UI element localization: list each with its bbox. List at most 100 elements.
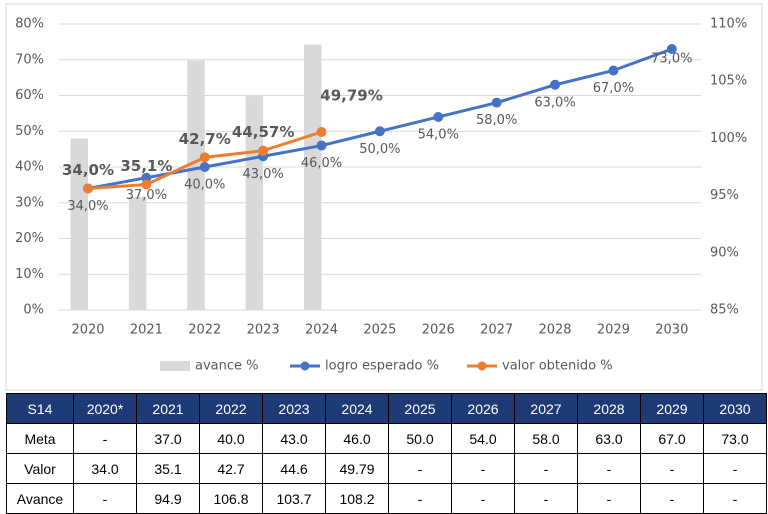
- data-label: 54,0%: [418, 127, 459, 142]
- table-row: Meta -37.0 40.0 43.0 46.0 50.0 54.0 58.0 63.0 67.…: [6, 423, 767, 454]
- point: [666, 44, 677, 55]
- x-tick-label: 2029: [597, 323, 630, 338]
- data-label: 67,0%: [593, 81, 634, 96]
- y2-tick-label: 90%: [710, 245, 739, 260]
- data-label: 34,0%: [67, 199, 108, 214]
- data-table: S14 2020* 2021 2022 2023 2024 2025 2026 2027 2028…: [6, 393, 767, 514]
- chart: 0% 10% 20% 30% 40% 50% 60% 70% 80% 85% 90% 95% 100% 1…: [5, 3, 763, 391]
- table-cell: 2026: [451, 393, 515, 424]
- table-cell: 42.7: [199, 453, 263, 484]
- table-cell: 44.6: [262, 453, 326, 484]
- table-cell: 106.8: [199, 483, 263, 514]
- data-label: 46,0%: [301, 156, 342, 171]
- table-cell: 50.0: [388, 423, 452, 454]
- data-label: 73,0%: [651, 52, 692, 67]
- table-cell: 94.9: [136, 483, 200, 514]
- legend-swatch: [477, 361, 487, 371]
- bar: [187, 60, 205, 310]
- y2-tick-label: 110%: [710, 17, 747, 32]
- x-tick-label: 2021: [130, 323, 163, 338]
- data-label: 44,57%: [232, 123, 294, 141]
- legend-swatch: [160, 361, 190, 371]
- y2-tick-label: 85%: [710, 303, 739, 318]
- x-tick-label: 2027: [480, 323, 513, 338]
- table-cell: 35.1: [136, 453, 200, 484]
- table-cell: Avance: [6, 483, 74, 514]
- table-cell: 2024: [325, 393, 389, 424]
- table-row: Valor 34.0 35.1 42.7 44.6 49.79- - - - - -: [6, 453, 767, 484]
- point: [316, 127, 327, 138]
- table-cell: 108.2: [325, 483, 389, 514]
- table-cell: -: [388, 453, 452, 484]
- point: [199, 152, 210, 163]
- line: [87, 47, 673, 190]
- point: [258, 145, 269, 156]
- table-cell: -: [703, 453, 767, 484]
- point: [199, 162, 210, 172]
- point: [550, 79, 561, 90]
- table-cell: 67.0: [640, 423, 704, 454]
- legend-swatch: [300, 361, 310, 371]
- table-cell: 58.0: [514, 423, 578, 454]
- chart-border: [5, 3, 763, 391]
- y-tick-label: 70%: [15, 52, 44, 67]
- point: [433, 111, 444, 122]
- table-cell: -: [451, 483, 515, 514]
- table-cell: -: [73, 423, 137, 454]
- table-cell: -: [577, 453, 641, 484]
- bar: [128, 196, 147, 310]
- y2-tick-label: 95%: [710, 188, 739, 203]
- table-row: S14 2020* 2021 2022 2023 2024 2025 2026 2027 2028…: [6, 393, 767, 424]
- table-cell: Meta: [6, 423, 74, 454]
- table-cell: 2029: [640, 393, 704, 424]
- data-label: 63,0%: [534, 95, 575, 110]
- y-tick-label: 80%: [15, 17, 44, 32]
- table-cell: 46.0: [325, 423, 389, 454]
- y-tick-label: 10%: [15, 267, 44, 282]
- table-cell: 2027: [514, 393, 578, 424]
- table-cell: S14: [6, 393, 74, 424]
- bar: [304, 44, 322, 310]
- table-cell: 49.79: [325, 453, 389, 484]
- table-cell: 2021: [136, 393, 200, 424]
- y-tick-label: 20%: [15, 231, 44, 246]
- table-cell: 54.0: [451, 423, 515, 454]
- legend-label: logro esperado %: [325, 359, 439, 374]
- y-tick-label: 50%: [15, 124, 44, 139]
- table-cell: -: [640, 483, 704, 514]
- table-cell: 34.0: [73, 453, 137, 484]
- table-cell: Valor: [6, 453, 74, 484]
- table-row: Avance -94.9 106.8 103.7 108.2- - - - - -: [6, 483, 767, 514]
- table-cell: 37.0: [136, 423, 200, 454]
- data-label: 40,0%: [184, 178, 225, 193]
- data-label: 58,0%: [476, 113, 517, 128]
- y2-tick-label: 105%: [710, 74, 747, 89]
- table-cell: 2020*: [73, 393, 137, 424]
- x-tick-label: 2028: [538, 323, 571, 338]
- y-tick-label: 30%: [15, 195, 44, 210]
- y-tick-label: 0%: [23, 303, 44, 318]
- point: [608, 65, 619, 76]
- table-cell: -: [577, 483, 641, 514]
- x-tick-label: 2022: [188, 323, 221, 338]
- data-label: 49,79%: [320, 87, 382, 105]
- x-tick-label: 2026: [422, 323, 455, 338]
- bar: [70, 138, 88, 310]
- data-label: 35,1%: [120, 157, 172, 175]
- point: [141, 179, 152, 190]
- table-cell: 2030: [703, 393, 767, 424]
- table-cell: 103.7: [262, 483, 326, 514]
- table-cell: 2025: [388, 393, 452, 424]
- table-cell: -: [640, 453, 704, 484]
- table-cell: 40.0: [199, 423, 263, 454]
- y-tick-label: 40%: [15, 160, 44, 175]
- y-tick-label: 60%: [15, 88, 44, 103]
- data-label: 37,0%: [126, 188, 167, 203]
- point: [82, 183, 93, 194]
- table-cell: -: [73, 483, 137, 514]
- data-label: 34,0%: [62, 161, 114, 179]
- table-cell: -: [388, 483, 452, 514]
- table-cell: -: [514, 483, 578, 514]
- point: [316, 140, 327, 151]
- table-cell: -: [451, 453, 515, 484]
